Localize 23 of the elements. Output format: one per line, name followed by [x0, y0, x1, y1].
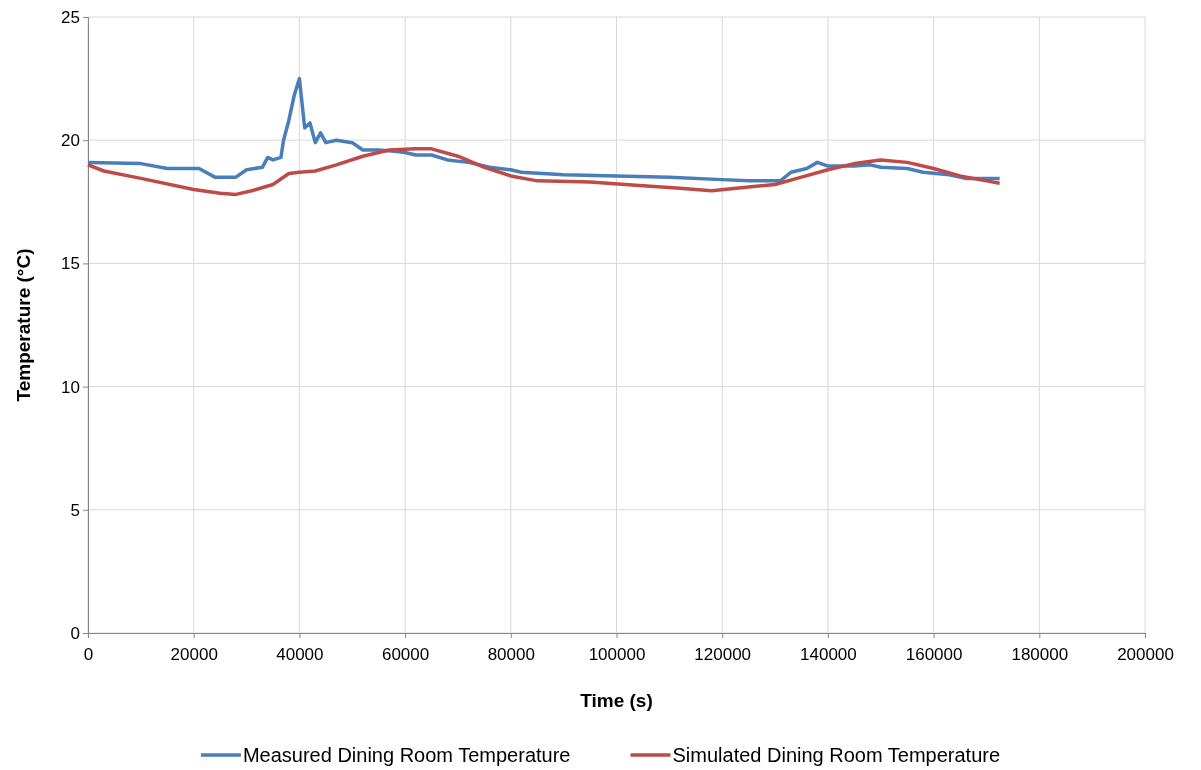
y-tick-label: 20	[61, 131, 80, 151]
line-series	[86, 147, 1002, 197]
x-tick-label: 0	[83, 644, 94, 664]
y-axis-title: Temperature (°C)	[13, 248, 34, 402]
x-tick-label: 100000	[588, 644, 646, 664]
legend-label: Measured Dining Room Temperature	[242, 744, 571, 766]
y-tick-label: 5	[70, 500, 80, 520]
x-tick-label: 80000	[487, 644, 535, 664]
x-tick-label: 60000	[381, 644, 430, 664]
legend-label: Simulated Dining Room Temperature	[672, 744, 1001, 766]
y-tick-label: 0	[70, 623, 80, 643]
y-tick-label: 15	[61, 254, 80, 274]
x-tick-label: 200000	[1117, 644, 1174, 664]
x-tick-label: 140000	[800, 644, 857, 664]
y-tick-label: 25	[61, 7, 80, 27]
y-tick-label: 10	[61, 377, 80, 397]
x-tick-label: 160000	[905, 644, 963, 664]
x-tick-label: 180000	[1011, 644, 1069, 664]
x-tick-label: 20000	[170, 644, 218, 664]
line-series	[86, 76, 1002, 183]
x-tick-label: 120000	[694, 644, 752, 664]
x-axis-title: Time (s)	[580, 690, 653, 711]
x-tick-label: 40000	[276, 644, 324, 664]
